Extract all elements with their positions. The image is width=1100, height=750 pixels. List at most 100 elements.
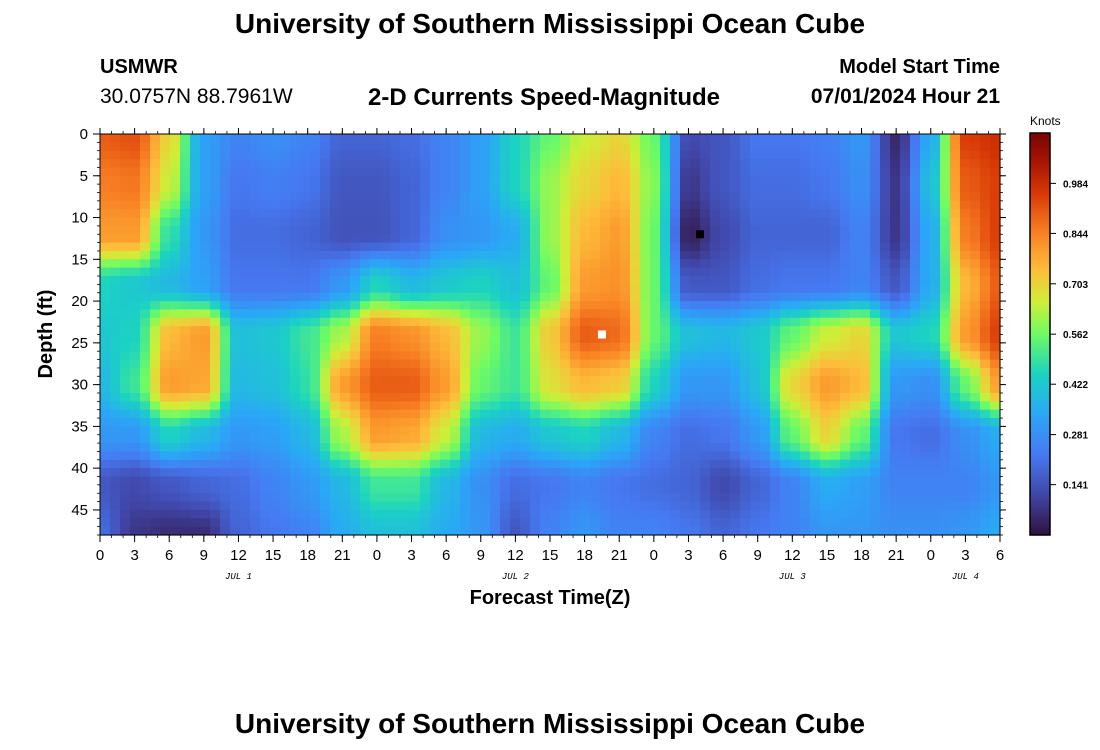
heatmap-cell	[410, 292, 421, 302]
heatmap-cell	[660, 384, 671, 394]
heatmap-cell	[230, 418, 241, 427]
y-tick-label: 20	[71, 293, 88, 310]
heatmap-cell	[800, 267, 811, 277]
heatmap-cell	[900, 443, 911, 453]
heatmap-cell	[780, 309, 791, 319]
heatmap-cell	[640, 267, 651, 277]
heatmap-cell	[390, 276, 401, 285]
heatmap-cell	[660, 184, 671, 194]
heatmap-cell	[700, 209, 711, 219]
heatmap-cell	[680, 276, 691, 285]
heatmap-cell	[430, 476, 441, 486]
heatmap-cell	[240, 142, 251, 152]
heatmap-cell	[910, 175, 921, 185]
heatmap-cell	[750, 392, 761, 402]
heatmap-cell	[880, 518, 891, 528]
heatmap-cell	[610, 309, 621, 319]
heatmap-cell	[350, 134, 361, 143]
heatmap-cell	[370, 468, 381, 478]
heatmap-cell	[340, 342, 351, 352]
heatmap-cell	[770, 501, 781, 511]
heatmap-cell	[860, 526, 871, 536]
heatmap-cell	[510, 192, 521, 202]
heatmap-cell	[410, 234, 421, 244]
heatmap-cell	[190, 501, 201, 511]
heatmap-cell	[230, 326, 241, 336]
heatmap-cell	[190, 142, 201, 152]
heatmap-cell	[300, 234, 311, 244]
heatmap-cell	[960, 142, 971, 152]
heatmap-cell	[710, 334, 721, 344]
heatmap-cell	[910, 426, 921, 436]
heatmap-cell	[730, 267, 741, 277]
heatmap-cell	[420, 200, 431, 210]
heatmap-cell	[720, 384, 731, 394]
heatmap-cell	[220, 267, 231, 277]
heatmap-cell	[180, 267, 191, 277]
heatmap-cell	[130, 142, 141, 152]
heatmap-cell	[820, 184, 831, 194]
heatmap-cell	[360, 150, 371, 160]
heatmap-cell	[990, 192, 1001, 202]
heatmap-cell	[750, 384, 761, 394]
heatmap-cell	[570, 242, 581, 252]
heatmap-cell	[410, 259, 421, 269]
heatmap-cell	[700, 468, 711, 478]
heatmap-cell	[940, 426, 951, 436]
heatmap-cell	[280, 501, 291, 511]
heatmap-cell	[360, 459, 371, 469]
heatmap-cell	[990, 276, 1001, 285]
heatmap-cell	[720, 434, 731, 444]
heatmap-cell	[490, 284, 501, 294]
heatmap-cell	[790, 225, 801, 235]
heatmap-cell	[430, 142, 441, 152]
heatmap-cell	[510, 384, 521, 394]
heatmap-cell	[770, 459, 781, 469]
heatmap-cell	[880, 234, 891, 244]
heatmap-cell	[790, 259, 801, 269]
heatmap-cell	[790, 509, 801, 519]
heatmap-cell	[830, 526, 841, 536]
heatmap-cell	[790, 334, 801, 344]
heatmap-cell	[480, 309, 491, 319]
heatmap-cell	[790, 476, 801, 486]
heatmap-cell	[440, 225, 451, 235]
heatmap-cell	[800, 184, 811, 194]
heatmap-cell	[440, 150, 451, 160]
heatmap-cell	[270, 192, 281, 202]
heatmap-cell	[690, 167, 701, 177]
heatmap-cell	[190, 518, 201, 528]
heatmap-cell	[560, 192, 571, 202]
heatmap-cell	[690, 217, 701, 227]
heatmap-cell	[800, 192, 811, 202]
heatmap-cell	[880, 359, 891, 369]
heatmap-cell	[740, 292, 751, 302]
heatmap-cell	[860, 401, 871, 411]
heatmap-cell	[170, 451, 181, 461]
heatmap-cell	[620, 250, 631, 260]
heatmap-cell	[800, 359, 811, 369]
heatmap-cell	[400, 401, 411, 411]
heatmap-cell	[250, 234, 261, 244]
heatmap-cell	[270, 134, 281, 143]
heatmap-cell	[190, 401, 201, 411]
heatmap-cell	[620, 142, 631, 152]
heatmap-cell	[450, 493, 461, 503]
heatmap-cell	[550, 392, 561, 402]
heatmap-cell	[400, 493, 411, 503]
heatmap-cell	[480, 509, 491, 519]
heatmap-cell	[840, 167, 851, 177]
heatmap-cell	[570, 142, 581, 152]
heatmap-cell	[940, 175, 951, 185]
heatmap-cell	[660, 351, 671, 361]
heatmap-cell	[110, 501, 121, 511]
heatmap-cell	[650, 509, 661, 519]
heatmap-cell	[870, 434, 881, 444]
heatmap-cell	[770, 309, 781, 319]
heatmap-cell	[730, 309, 741, 319]
heatmap-cell	[880, 242, 891, 252]
heatmap-cell	[580, 509, 591, 519]
heatmap-cell	[510, 242, 521, 252]
heatmap-cell	[590, 192, 601, 202]
heatmap-cell	[890, 134, 901, 143]
